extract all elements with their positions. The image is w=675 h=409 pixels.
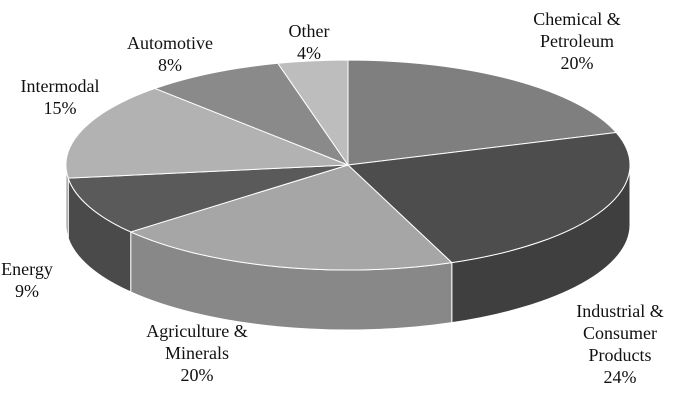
slice-label: Other 4% — [274, 20, 344, 64]
slice — [153, 62, 350, 167]
value-label: 8% — [158, 55, 182, 75]
value-label: 9% — [15, 281, 39, 301]
slice — [346, 132, 631, 264]
value-label: 15% — [43, 98, 77, 118]
category-name: Industrial & Consumer Products — [576, 301, 664, 365]
slice — [67, 164, 349, 233]
value-label: 24% — [603, 367, 637, 387]
value-label: 20% — [180, 365, 214, 385]
slice-label: Automotive 8% — [110, 32, 230, 76]
category-name: Chemical & Petroleum — [533, 9, 621, 51]
category-name: Energy — [1, 259, 53, 279]
slice-label: Intermodal 15% — [0, 75, 120, 119]
slice-label: Energy 9% — [0, 258, 67, 302]
value-label: 20% — [560, 53, 594, 73]
slice — [347, 59, 618, 166]
value-label: 4% — [297, 43, 321, 63]
category-name: Other — [288, 21, 330, 41]
category-name: Automotive — [127, 33, 213, 53]
category-name: Agriculture & Minerals — [146, 321, 248, 363]
slice — [276, 59, 349, 167]
slice-label: Chemical & Petroleum 20% — [512, 8, 642, 74]
slice-label: Agriculture & Minerals 20% — [132, 320, 262, 386]
slice — [129, 164, 453, 271]
slice — [65, 87, 349, 179]
slice-label: Industrial & Consumer Products 24% — [560, 300, 675, 388]
category-name: Intermodal — [20, 76, 100, 96]
